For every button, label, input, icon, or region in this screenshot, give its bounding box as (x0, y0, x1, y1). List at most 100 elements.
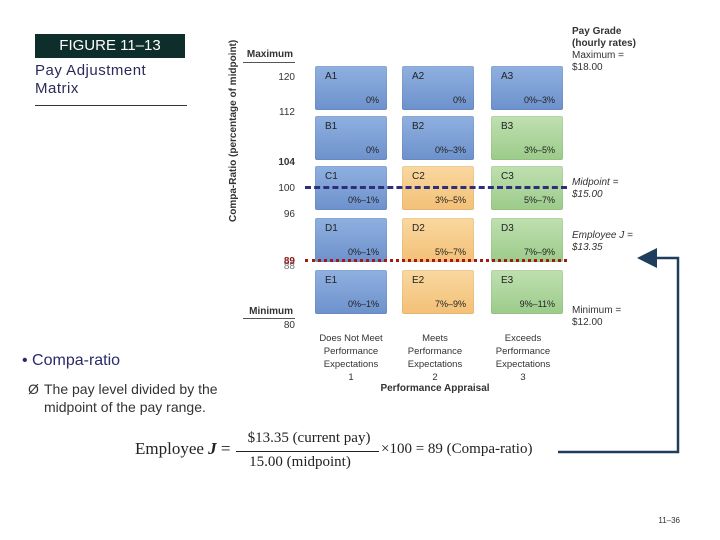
column-header-line: Performance (407, 346, 463, 357)
bullet-compa-ratio: • Compa-ratio (22, 352, 120, 370)
employee-note-line: Employee J = (572, 230, 633, 241)
employee-note: Employee J = $13.35 (572, 230, 652, 254)
cell-id: E2 (412, 275, 425, 286)
cell-id: E3 (501, 275, 514, 286)
formula-equals: = (220, 439, 231, 458)
sub-bullet-definition: Ø The pay level divided by the midpoint … (28, 380, 274, 416)
cell-percent: 0%–3% (434, 145, 466, 155)
minimum-note-value: $12.00 (572, 317, 603, 328)
column-header-3: Exceeds Performance Expectations 3 (481, 332, 565, 384)
cell-percent: 5%–7% (434, 247, 466, 257)
column-header-line: Expectations (495, 359, 551, 370)
formula-variable: J (208, 439, 217, 458)
formula-fraction-bar (236, 451, 379, 452)
pay-grade-title: Pay Grade (hourly rates) Maximum = $18.0… (572, 26, 652, 74)
arrow-bullet-icon: Ø (28, 381, 39, 397)
employee-note-value: $13.35 (572, 242, 603, 253)
column-number: 1 (348, 372, 354, 383)
cell-A1: A1 0% (315, 66, 387, 110)
cell-id: A3 (501, 71, 514, 82)
column-header-line: Does Not Meet (319, 333, 383, 344)
column-header-line: Expectations (407, 359, 463, 370)
tick-120: 120 (278, 72, 295, 83)
x-axis-label: Performance Appraisal (380, 383, 490, 394)
page-number: 11–36 (658, 516, 680, 525)
minimum-note: Minimum = $12.00 (572, 305, 652, 329)
cell-percent: 0% (365, 145, 379, 155)
tick-100: 100 (278, 183, 295, 194)
cell-id: B1 (325, 121, 338, 132)
cell-percent: 7%–9% (434, 299, 466, 309)
column-header-1: Does Not Meet Performance Expectations 1 (309, 332, 393, 384)
cell-percent: 0% (365, 95, 379, 105)
formula-numerator: $13.35 (current pay) (247, 430, 371, 446)
tick-104: 104 (278, 157, 295, 168)
cell-id: C1 (325, 171, 338, 182)
formula-employee: Employee (135, 439, 204, 458)
maximum-rule (243, 62, 295, 63)
column-number: 3 (520, 372, 526, 383)
cell-id: B3 (501, 121, 514, 132)
pay-grade-line: (hourly rates) (572, 38, 636, 49)
cell-id: C2 (412, 171, 425, 182)
tick-88: 88 (283, 261, 295, 272)
midpoint-line (305, 186, 567, 189)
figure-number-label: FIGURE 11–13 (35, 34, 185, 58)
cell-id: D3 (501, 223, 514, 234)
cell-percent: 0%–1% (347, 195, 379, 205)
maximum-label: Maximum (246, 49, 293, 60)
employee-j-line (305, 259, 567, 262)
midpoint-note-value: $15.00 (572, 189, 603, 200)
figure-title: Pay Adjustment Matrix (35, 62, 187, 106)
cell-D1: D1 0%–1% (315, 218, 387, 262)
cell-percent: 5%–7% (523, 195, 555, 205)
y-axis-label: Compa-Ratio (percentage of midpoint) (228, 39, 239, 222)
tick-80: 80 (283, 320, 295, 331)
cell-id: A1 (325, 71, 338, 82)
connector-arrow (558, 248, 680, 454)
cell-id: C3 (501, 171, 514, 182)
bullet-text: Compa-ratio (32, 352, 121, 369)
cell-A3: A3 0%–3% (491, 66, 563, 110)
minimum-rule (243, 318, 295, 319)
column-number: 2 (432, 372, 438, 383)
pay-grade-line: Pay Grade (572, 26, 622, 37)
pay-grade-max-line: Maximum = (572, 50, 624, 61)
cell-B3: B3 3%–5% (491, 116, 563, 160)
bullet-dot: • (22, 352, 33, 369)
cell-percent: 3%–5% (523, 145, 555, 155)
cell-percent: 0%–1% (347, 247, 379, 257)
cell-E3: E3 9%–11% (491, 270, 563, 314)
cell-percent: 0%–3% (523, 95, 555, 105)
tick-96: 96 (283, 209, 295, 220)
cell-id: B2 (412, 121, 425, 132)
cell-B1: B1 0% (315, 116, 387, 160)
cell-percent: 7%–9% (523, 247, 555, 257)
formula-lhs: Employee J = (135, 439, 231, 459)
midpoint-note-line: Midpoint = (572, 177, 619, 188)
formula-rhs: ×100 = 89 (Compa-ratio) (381, 441, 533, 457)
cell-E2: E2 7%–9% (402, 270, 474, 314)
pay-grade-max-value: $18.00 (572, 62, 603, 73)
cell-id: A2 (412, 71, 425, 82)
minimum-label: Minimum (249, 306, 293, 317)
column-header-line: Performance (495, 346, 551, 357)
cell-D2: D2 5%–7% (402, 218, 474, 262)
cell-percent: 9%–11% (519, 299, 555, 309)
tick-89: 89 (283, 256, 295, 267)
cell-percent: 0% (452, 95, 466, 105)
tick-112: 112 (279, 107, 295, 118)
cell-E1: E1 0%–1% (315, 270, 387, 314)
midpoint-note: Midpoint = $15.00 (572, 177, 652, 201)
cell-D3: D3 7%–9% (491, 218, 563, 262)
cell-percent: 0%–1% (347, 299, 379, 309)
formula-denominator: 15.00 (midpoint) (249, 454, 351, 470)
column-header-line: Meets (422, 333, 448, 344)
column-header-2: Meets Performance Expectations 2 (393, 332, 477, 384)
column-header-line: Expectations (323, 359, 379, 370)
cell-A2: A2 0% (402, 66, 474, 110)
column-header-line: Exceeds (504, 333, 542, 344)
sub-bullet-text: The pay level divided by the midpoint of… (44, 381, 218, 415)
cell-id: D2 (412, 223, 425, 234)
cell-id: E1 (325, 275, 338, 286)
